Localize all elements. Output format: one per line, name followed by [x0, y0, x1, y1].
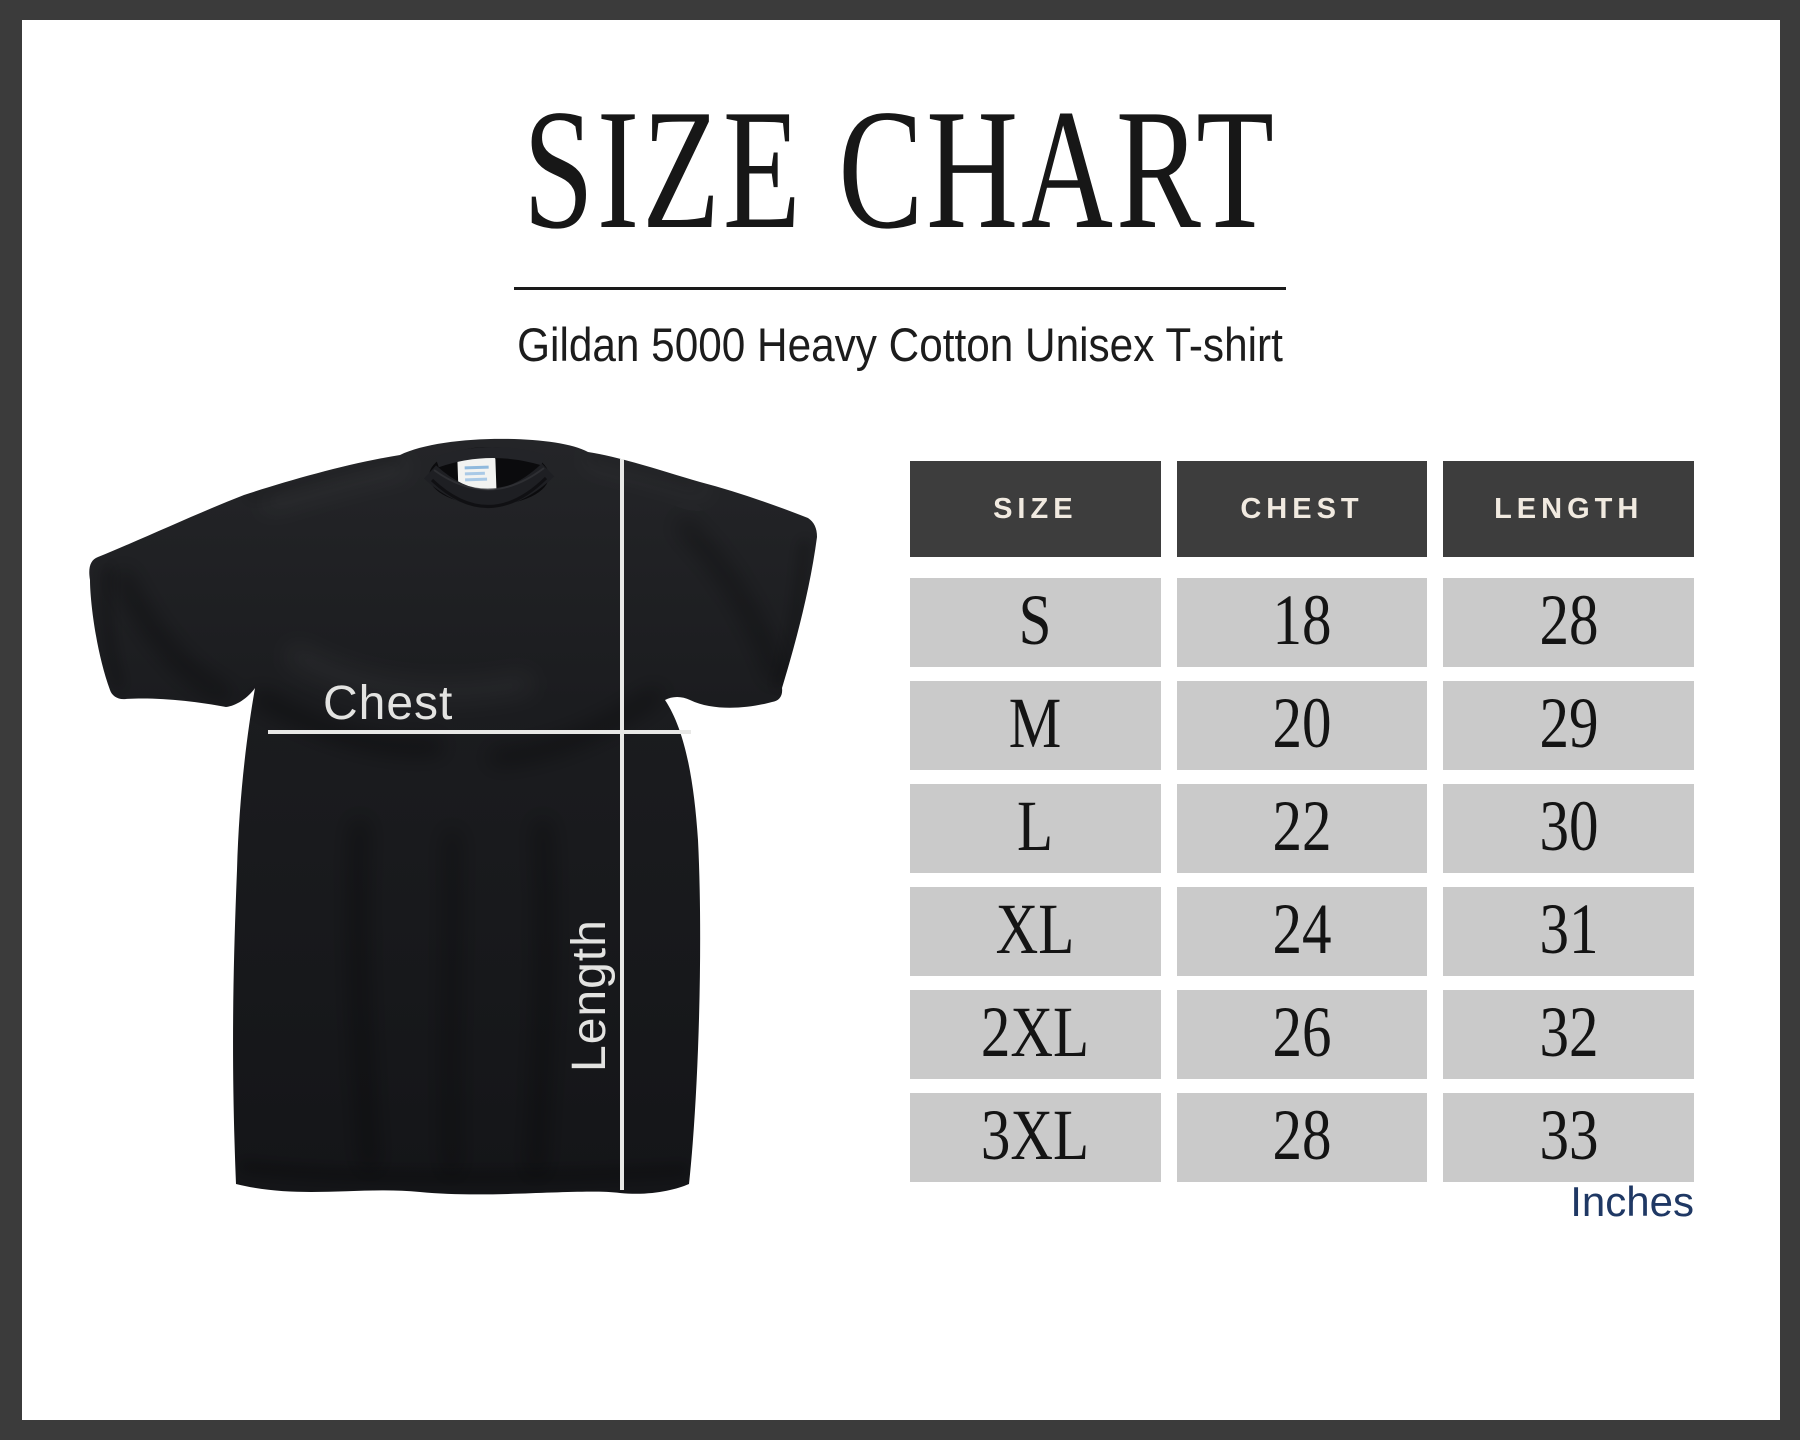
chest-label: Chest: [323, 677, 454, 730]
page-title: SIZE CHART: [523, 75, 1277, 265]
chest-cell: 20: [1176, 681, 1428, 770]
chest-measure-line: [268, 730, 691, 734]
size-cell: XL: [910, 887, 1161, 976]
table-row: XL 24 31: [910, 887, 1695, 976]
length-cell: 31: [1443, 887, 1695, 976]
title-divider: [514, 287, 1286, 290]
table-header-row: SIZE CHEST LENGTH: [910, 461, 1695, 557]
size-table: SIZE CHEST LENGTH S 18 28 M 20 29 L 22 3…: [910, 461, 1695, 1196]
table-row: S 18 28: [910, 578, 1695, 667]
table-row: 2XL 26 32: [910, 990, 1695, 1079]
table-row: 3XL 28 33: [910, 1093, 1695, 1182]
size-cell: M: [910, 681, 1161, 770]
chest-cell: 26: [1176, 990, 1428, 1079]
chest-cell: 24: [1176, 887, 1428, 976]
chest-cell: 28: [1176, 1093, 1428, 1182]
table-row: M 20 29: [910, 681, 1695, 770]
size-cell: S: [910, 578, 1161, 667]
unit-label: Inches: [1570, 1178, 1694, 1225]
seam-lines: [104, 452, 807, 1180]
tshirt-body: [89, 438, 818, 1195]
table-header-chest: CHEST: [1176, 461, 1428, 557]
length-cell: 28: [1443, 578, 1695, 667]
length-cell: 30: [1443, 784, 1695, 873]
length-label: Length: [563, 919, 616, 1072]
wrinkle-shading: [113, 453, 785, 1176]
chest-cell: 22: [1176, 784, 1428, 873]
page-subtitle: Gildan 5000 Heavy Cotton Unisex T-shirt: [517, 318, 1283, 371]
tshirt-graphic: [89, 438, 818, 1195]
table-header-size: SIZE: [910, 461, 1161, 557]
size-cell: 2XL: [910, 990, 1161, 1079]
table-row: L 22 30: [910, 784, 1695, 873]
chest-cell: 18: [1176, 578, 1428, 667]
length-cell: 32: [1443, 990, 1695, 1079]
length-measure-line: [620, 459, 624, 1190]
length-cell: 33: [1443, 1093, 1695, 1182]
length-cell: 29: [1443, 681, 1695, 770]
table-header-length: LENGTH: [1443, 461, 1695, 557]
size-cell: L: [910, 784, 1161, 873]
collar-band: [423, 446, 555, 508]
size-cell: 3XL: [910, 1093, 1161, 1182]
